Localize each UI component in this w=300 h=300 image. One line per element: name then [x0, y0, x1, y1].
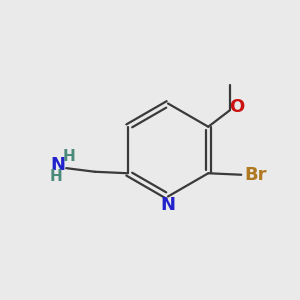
Text: H: H: [63, 149, 76, 164]
Text: Br: Br: [244, 166, 267, 184]
Text: H: H: [50, 169, 63, 184]
Text: N: N: [50, 156, 65, 174]
Text: O: O: [229, 98, 244, 116]
Text: N: N: [160, 196, 175, 214]
